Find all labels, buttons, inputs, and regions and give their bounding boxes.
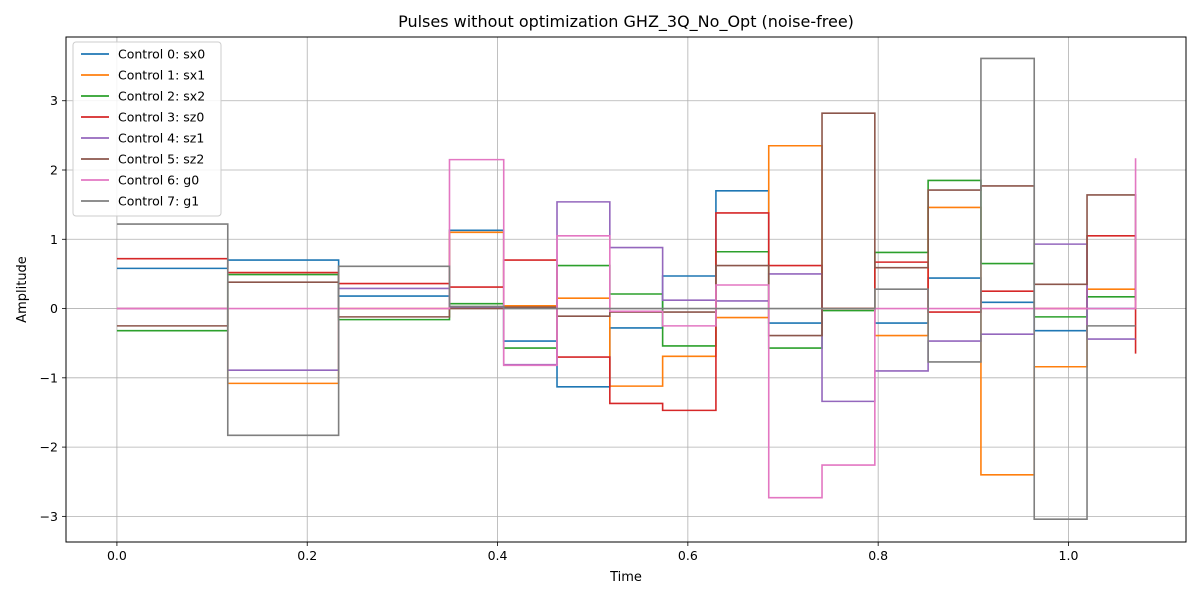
legend-box <box>72 41 222 217</box>
legend-label: Control 3: sz0 <box>118 110 204 125</box>
x-tick-label: 0.6 <box>678 548 698 563</box>
plot-frame <box>65 36 1187 543</box>
chart-title: Pulses without optimization GHZ_3Q_No_Op… <box>398 12 854 32</box>
y-tick-label: 0 <box>50 301 58 316</box>
series-line-6 <box>116 158 1137 499</box>
series-line-5 <box>116 112 1137 337</box>
x-tick-label: 0.4 <box>488 548 508 563</box>
x-tick-label: 0.8 <box>868 548 888 563</box>
legend-label: Control 7: g1 <box>118 194 199 209</box>
y-tick-label: −1 <box>40 370 58 385</box>
legend-label: Control 6: g0 <box>118 173 199 188</box>
legend-label: Control 1: sx1 <box>118 68 205 83</box>
y-tick-label: 1 <box>50 232 58 247</box>
tick-layer: 0.0 0.2 0.4 0.6 0.8 1.0 −3 −2 −1 0 1 2 3 <box>40 93 1079 563</box>
legend-label: Control 2: sx2 <box>118 89 205 104</box>
y-tick-label: −2 <box>40 440 58 455</box>
legend: Control 0: sx0 Control 1: sx1 Control 2: s… <box>72 41 222 217</box>
series-line-7 <box>116 57 1136 520</box>
y-tick-label: 2 <box>50 163 58 178</box>
x-tick-label: 1.0 <box>1059 548 1079 563</box>
series-layer <box>116 57 1137 520</box>
legend-label: Control 4: sz1 <box>118 131 204 146</box>
y-tick-label: −3 <box>40 509 58 524</box>
legend-label: Control 5: sz2 <box>118 152 204 167</box>
y-axis-title: Amplitude <box>15 256 30 323</box>
y-tick-label: 3 <box>50 93 58 108</box>
legend-label: Control 0: sx0 <box>118 47 205 62</box>
x-axis-title: Time <box>609 570 642 585</box>
x-tick-label: 0.0 <box>107 548 127 563</box>
x-tick-label: 0.2 <box>297 548 317 563</box>
